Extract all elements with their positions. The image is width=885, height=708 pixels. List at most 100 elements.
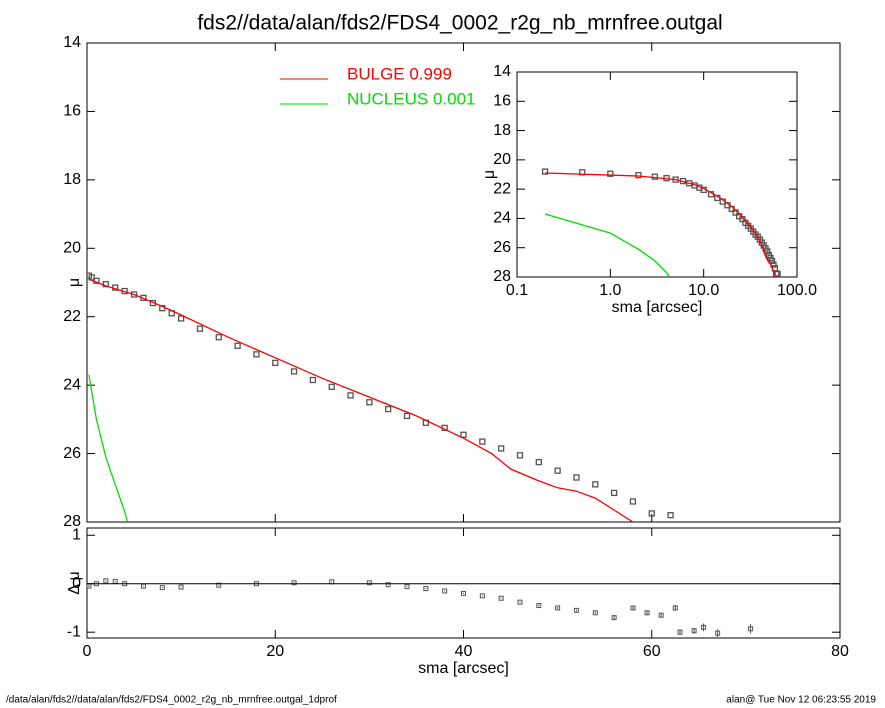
model-line — [88, 374, 129, 522]
data-point — [272, 359, 279, 367]
x-tick-label: 80 — [831, 643, 849, 660]
data-point — [328, 383, 335, 391]
y-tick-label: 28 — [63, 513, 81, 530]
y-axis-label: Δ μ — [66, 571, 83, 594]
y-tick-label: 16 — [63, 103, 81, 120]
data-point — [130, 291, 138, 298]
model-line — [544, 213, 671, 277]
y-tick-label: 14 — [493, 63, 511, 80]
residual-point — [159, 585, 165, 591]
data-point — [516, 452, 524, 459]
residual-point — [536, 603, 542, 609]
residual-point — [178, 584, 184, 590]
data-point — [347, 392, 354, 399]
residual-point — [701, 624, 707, 630]
residual-point — [498, 595, 504, 601]
residual-point — [461, 590, 466, 596]
data-point — [177, 315, 185, 322]
model-line — [88, 278, 634, 522]
data-point — [764, 248, 771, 255]
y-axis-label: μ — [481, 170, 498, 179]
data-point — [651, 173, 659, 180]
residual-point — [216, 582, 222, 588]
y-tick-label: 22 — [63, 308, 81, 325]
data-point — [479, 438, 486, 445]
x-axis-label: sma [arcsec] — [418, 660, 509, 677]
y-tick-label: 24 — [63, 376, 81, 393]
y-tick-label: -1 — [67, 623, 81, 640]
y-tick-label: 22 — [493, 180, 511, 197]
residual-point — [555, 605, 561, 611]
y-tick-label: 14 — [63, 34, 81, 51]
residual-point — [517, 599, 523, 605]
y-tick-label: 0 — [72, 575, 81, 592]
residual-point — [644, 610, 650, 616]
residual-point — [442, 588, 448, 594]
x-tick-label: 20 — [266, 643, 284, 660]
data-point — [403, 412, 411, 420]
data-point — [253, 351, 260, 358]
x-tick-label: 40 — [455, 643, 473, 660]
x-tick-label: 0 — [83, 643, 92, 660]
residual-point — [103, 578, 109, 584]
legend-label: NUCLEUS 0.001 — [347, 89, 476, 108]
y-tick-label: 16 — [493, 93, 511, 110]
data-point — [366, 399, 373, 406]
residual-point — [423, 586, 429, 592]
y-axis-label: μ — [66, 278, 83, 287]
data-point — [234, 342, 241, 349]
residual-point — [404, 584, 410, 590]
x-tick-label: 100.0 — [777, 282, 817, 299]
y-tick-label: 26 — [493, 239, 511, 256]
residual-point — [715, 630, 721, 636]
y-tick-label: 18 — [493, 122, 511, 139]
data-point — [635, 172, 642, 179]
plot-frame — [516, 71, 798, 278]
data-point — [667, 512, 674, 519]
data-point — [592, 481, 599, 488]
residual-point — [592, 610, 598, 616]
data-point — [573, 474, 580, 481]
x-axis-label: sma [arcsec] — [612, 299, 703, 316]
residual-point — [630, 605, 636, 611]
x-tick-label: 1.0 — [599, 282, 621, 299]
residual-point — [479, 593, 485, 599]
y-tick-label: 26 — [63, 445, 81, 462]
data-point — [309, 376, 317, 384]
model-line — [545, 172, 776, 277]
data-point — [774, 270, 781, 277]
y-tick-label: 18 — [63, 171, 81, 188]
data-point — [607, 170, 614, 177]
data-point — [196, 325, 204, 332]
data-point — [460, 431, 467, 438]
residual-point — [748, 626, 754, 632]
y-tick-label: 20 — [493, 151, 511, 168]
data-point — [610, 489, 618, 497]
residual-point — [573, 607, 579, 613]
residual-point — [691, 628, 697, 634]
data-point — [648, 510, 655, 517]
plot-frame — [86, 527, 841, 639]
residual-point — [677, 629, 683, 635]
residual-point — [385, 582, 391, 588]
residual-point — [672, 605, 678, 611]
footer-left: /data/alan/fds2//data/alan/fds2/FDS4_000… — [6, 695, 337, 706]
residual-point — [291, 580, 297, 586]
data-point — [768, 257, 776, 265]
data-point — [535, 458, 542, 466]
y-tick-label: 20 — [63, 240, 81, 257]
plot-area — [87, 578, 754, 638]
data-point — [629, 498, 637, 505]
footer-right: alan@ Tue Nov 12 06:23:55 2019 — [726, 695, 876, 706]
plot-area — [541, 168, 781, 277]
data-point — [385, 405, 392, 413]
data-point — [554, 467, 561, 474]
chart-title: fds2//data/alan/fds2/FDS4_0002_r2g_nb_mr… — [197, 12, 722, 35]
data-point — [215, 334, 222, 341]
y-tick-label: 24 — [493, 210, 511, 227]
data-point — [290, 368, 298, 375]
data-point — [541, 168, 549, 175]
y-tick-label: 28 — [493, 268, 511, 285]
residual-point — [366, 580, 372, 586]
